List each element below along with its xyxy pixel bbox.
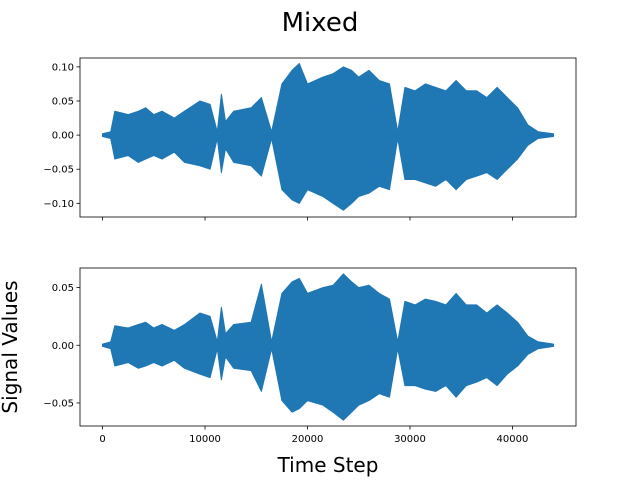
x-axis-label: Time Step: [277, 453, 379, 477]
subplot-1: 0.10 0.05 0.00 −0.05 −0.10: [43, 57, 577, 221]
plot-frame: [79, 57, 577, 218]
x-tick-label: 10000: [189, 434, 221, 445]
x-tick-label: 40000: [497, 434, 529, 445]
y-tick-label: 0.10: [52, 62, 74, 73]
signal-waveform: [102, 273, 554, 421]
plot-frame: [79, 267, 577, 427]
y-tick-label: 0.05: [52, 283, 74, 294]
signal-waveform: [102, 63, 554, 211]
y-tick-label: −0.10: [43, 199, 74, 210]
subplot-2: 0.05 0.00 −0.05 0 10000 20000 30000 40000: [43, 267, 577, 445]
y-tick-label: 0.05: [52, 96, 74, 107]
x-tick-label: 30000: [394, 434, 426, 445]
y-tick-label: 0.00: [52, 131, 74, 142]
figure-title: Mixed: [282, 8, 359, 38]
y-tick-label: 0.00: [52, 341, 74, 352]
y-tick-label: −0.05: [43, 165, 74, 176]
x-tick-label: 0: [99, 434, 105, 445]
x-tick-label: 20000: [292, 434, 324, 445]
y-axis-label: Signal Values: [0, 280, 22, 413]
y-tick-label: −0.05: [43, 398, 74, 409]
